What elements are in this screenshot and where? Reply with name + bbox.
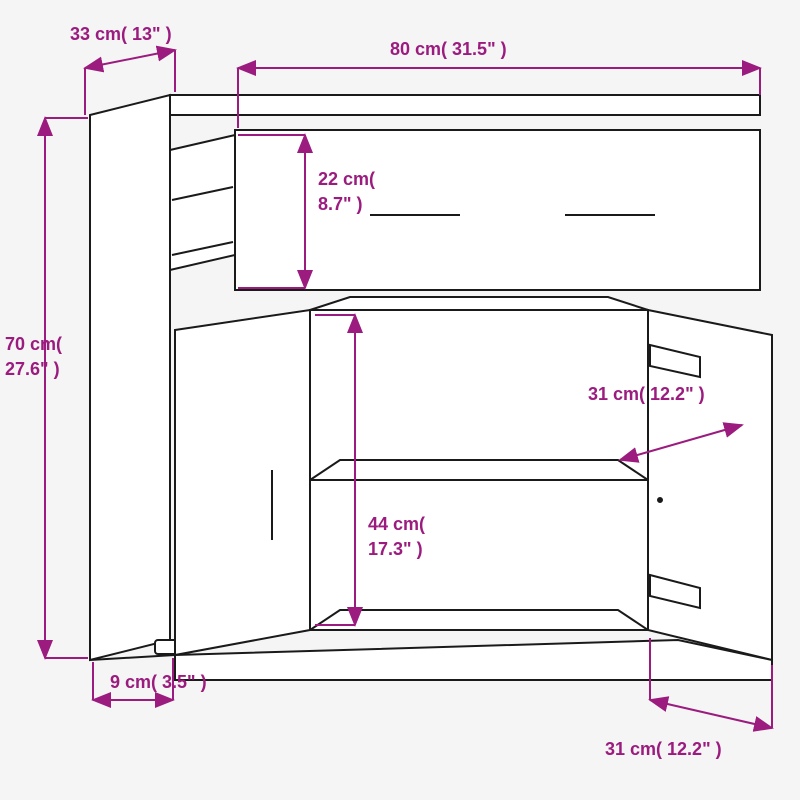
dim-door-in: 17.3" ) <box>368 539 423 559</box>
dim-doorw-label: 31 cm( 12.2" ) <box>605 739 722 759</box>
dim-drawer-cm: 22 cm( <box>318 169 375 189</box>
dim-width-label: 80 cm( 31.5" ) <box>390 39 507 59</box>
furniture-dimension-diagram: 33 cm( 13" ) 80 cm( 31.5" ) 70 cm( 27.6"… <box>0 0 800 800</box>
dim-drawer-in: 8.7" ) <box>318 194 363 214</box>
dim-height-label-in: 27.6" ) <box>5 359 60 379</box>
dim-door-cm: 44 cm( <box>368 514 425 534</box>
dim-base-label: 9 cm( 3.5" ) <box>110 672 207 692</box>
dim-height: 70 cm( 27.6" ) <box>5 118 88 658</box>
dim-height-label-cm: 70 cm( <box>5 334 62 354</box>
dim-shelf-cm: 31 cm( 12.2" ) <box>588 384 705 404</box>
dim-depth-label: 33 cm( 13" ) <box>70 24 172 44</box>
